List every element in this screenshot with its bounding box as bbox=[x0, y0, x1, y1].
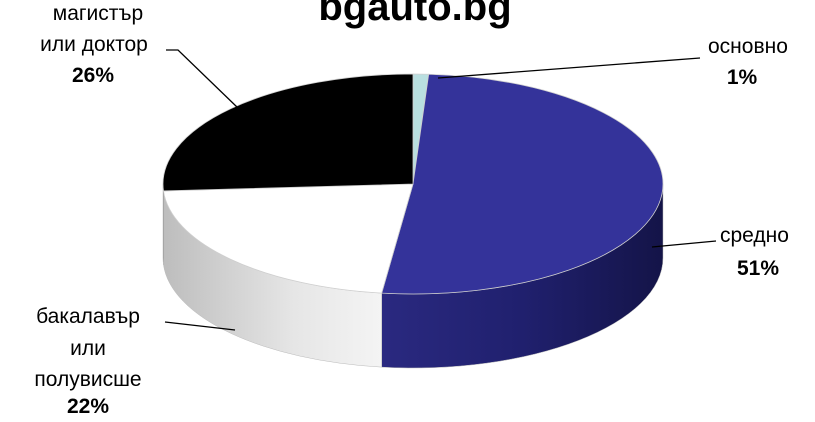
chart-title: bgauto.bg bbox=[318, 0, 511, 29]
slice-label-2-line-2: полувисше bbox=[34, 368, 141, 391]
slice-label-3-line-0: магистър bbox=[53, 2, 143, 25]
leader-line-1 bbox=[651, 240, 717, 248]
slice-percent-2: 22% bbox=[67, 395, 109, 418]
pie-slice-2 bbox=[163, 183, 414, 294]
slice-label-2-line-1: или bbox=[70, 337, 106, 360]
slice-percent-0: 1% bbox=[727, 66, 758, 89]
leader-line-0 bbox=[437, 57, 701, 79]
slice-label-0-line-0: основно bbox=[708, 35, 788, 58]
slice-label-2-line-0: бакалавър bbox=[36, 305, 140, 328]
pie-slice-3 bbox=[162, 73, 414, 192]
slice-label-3-line-1: или доктор bbox=[40, 33, 148, 56]
slice-labels: основно 1% средно 51% бакалавър или полувисше 2… bbox=[34, 2, 789, 418]
slice-percent-3: 26% bbox=[72, 64, 114, 87]
pie-slice-1 bbox=[381, 73, 664, 295]
leader-line-2 bbox=[164, 321, 236, 331]
leader-line-3 bbox=[166, 49, 239, 109]
pie-tops bbox=[162, 73, 664, 295]
leader-lines bbox=[164, 49, 717, 331]
slice-percent-1: 51% bbox=[737, 257, 779, 280]
slice-label-1-line-0: средно bbox=[720, 224, 789, 247]
